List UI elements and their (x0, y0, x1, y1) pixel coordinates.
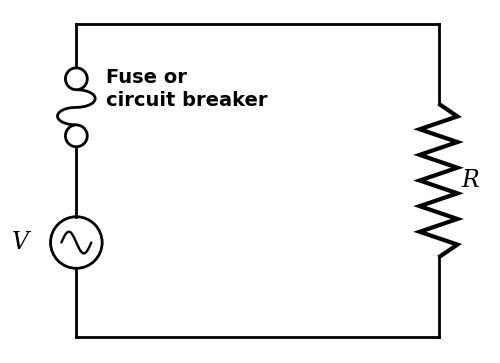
Circle shape (66, 68, 88, 90)
Text: Fuse or
circuit breaker: Fuse or circuit breaker (106, 68, 268, 110)
Text: V: V (12, 231, 29, 254)
Circle shape (66, 125, 88, 147)
Text: R: R (461, 169, 478, 192)
